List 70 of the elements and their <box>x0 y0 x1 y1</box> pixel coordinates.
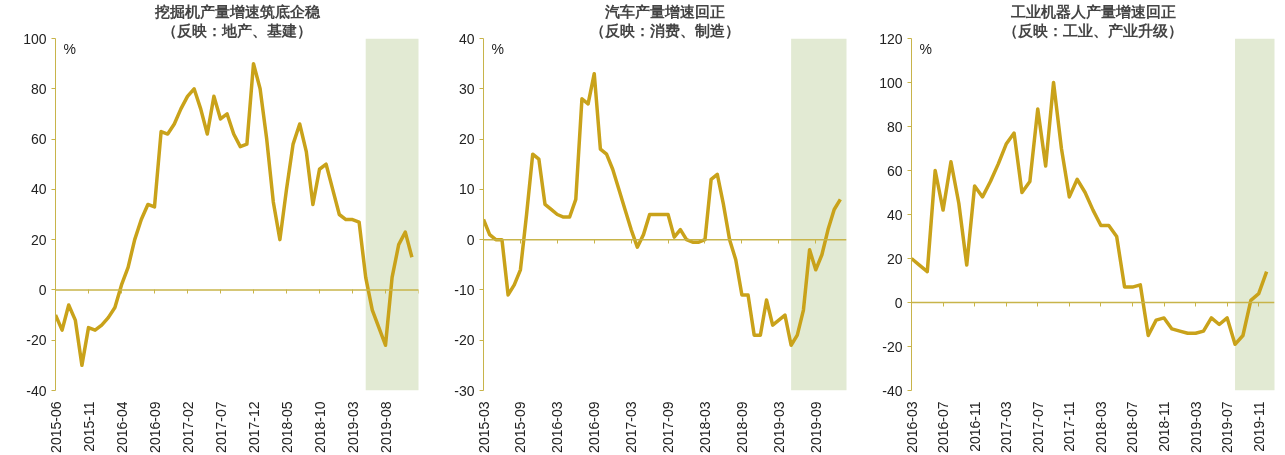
y-tick-label: 60 <box>886 162 903 179</box>
chart-title: 汽车产量增速回正 <box>604 2 725 20</box>
x-tick-label: 2016-03 <box>549 401 566 453</box>
x-tick-label: 2017-07 <box>212 401 229 453</box>
y-tick-label: -20 <box>882 338 903 355</box>
y-tick-label: 80 <box>886 118 903 135</box>
y-tick-label: 0 <box>38 281 47 298</box>
y-tick-label: 40 <box>886 206 903 223</box>
x-tick-label: 2017-03 <box>998 401 1015 453</box>
chart-subtitle: （反映：地产、基建） <box>162 21 312 39</box>
y-tick-label: -30 <box>454 382 475 399</box>
y-tick-label: -20 <box>454 332 475 349</box>
x-tick-label: 2018-03 <box>1092 401 1109 453</box>
chart-title: 工业机器人产量增速回正 <box>1009 2 1176 20</box>
y-tick-label: -10 <box>454 281 475 298</box>
y-tick-label: 0 <box>894 294 903 311</box>
x-tick-label: 2017-07 <box>1029 401 1046 453</box>
y-tick-label: 10 <box>458 181 475 198</box>
y-tick-label: 20 <box>458 131 475 148</box>
x-tick-label: 2017-02 <box>179 401 196 453</box>
x-tick-label: 2019-07 <box>1219 401 1236 453</box>
x-tick-label: 2018-05 <box>278 401 295 453</box>
y-tick-label: -40 <box>882 382 903 399</box>
x-tick-label: 2018-09 <box>733 401 750 453</box>
x-tick-label: 2016-04 <box>113 401 130 453</box>
chart-subtitle: （反映：消费、制造） <box>590 21 740 39</box>
x-tick-label: 2017-11 <box>1061 401 1078 452</box>
x-tick-label: 2016-07 <box>935 401 952 453</box>
x-tick-label: 2018-11 <box>1156 401 1173 452</box>
y-tick-label: 120 <box>879 30 903 47</box>
x-tick-label: 2018-10 <box>311 401 328 453</box>
x-tick-label: 2019-03 <box>1187 401 1204 453</box>
y-tick-label: 20 <box>30 231 47 248</box>
y-axis-title: % <box>919 40 932 57</box>
y-tick-label: 60 <box>30 131 47 148</box>
y-tick-label: 30 <box>458 80 475 97</box>
y-tick-label: 40 <box>30 181 47 198</box>
x-tick-label: 2018-07 <box>1124 401 1141 453</box>
line-series <box>483 71 843 347</box>
chart-subtitle: （反映：工业、产业升级） <box>1003 21 1183 39</box>
x-tick-label: 2015-03 <box>475 401 492 453</box>
y-tick-label: 100 <box>23 30 47 47</box>
x-tick-label: 2017-09 <box>660 401 677 453</box>
y-axis-title: % <box>491 40 504 57</box>
y-axis-title: % <box>63 40 76 57</box>
x-tick-label: 2019-03 <box>770 401 787 453</box>
y-tick-label: -40 <box>26 382 47 399</box>
x-tick-label: 2017-03 <box>623 401 640 453</box>
y-tick-label: -20 <box>26 332 47 349</box>
y-tick-label: 80 <box>30 80 47 97</box>
x-tick-label: 2015-09 <box>512 401 529 453</box>
x-tick-label: 2015-11 <box>80 401 97 452</box>
x-tick-label: 2016-09 <box>146 401 163 453</box>
y-tick-label: 100 <box>879 74 903 91</box>
x-tick-label: 2017-12 <box>245 401 262 453</box>
x-tick-label: 2016-09 <box>586 401 603 453</box>
x-tick-label: 2019-11 <box>1250 401 1267 452</box>
x-tick-label: 2016-03 <box>903 401 920 453</box>
chart-title: 挖掘机产量增速筑底企稳 <box>153 2 321 20</box>
y-tick-label: 0 <box>466 231 475 248</box>
line-series <box>55 61 414 368</box>
x-tick-label: 2019-03 <box>344 401 361 453</box>
line-series <box>911 80 1269 347</box>
y-tick-label: 20 <box>886 250 903 267</box>
x-tick-label: 2019-08 <box>377 401 394 453</box>
x-tick-label: 2019-09 <box>807 401 824 453</box>
x-tick-label: 2015-06 <box>47 401 64 453</box>
x-tick-label: 2016-11 <box>966 401 983 452</box>
y-tick-label: 40 <box>458 30 475 47</box>
x-tick-label: 2018-03 <box>696 401 713 453</box>
